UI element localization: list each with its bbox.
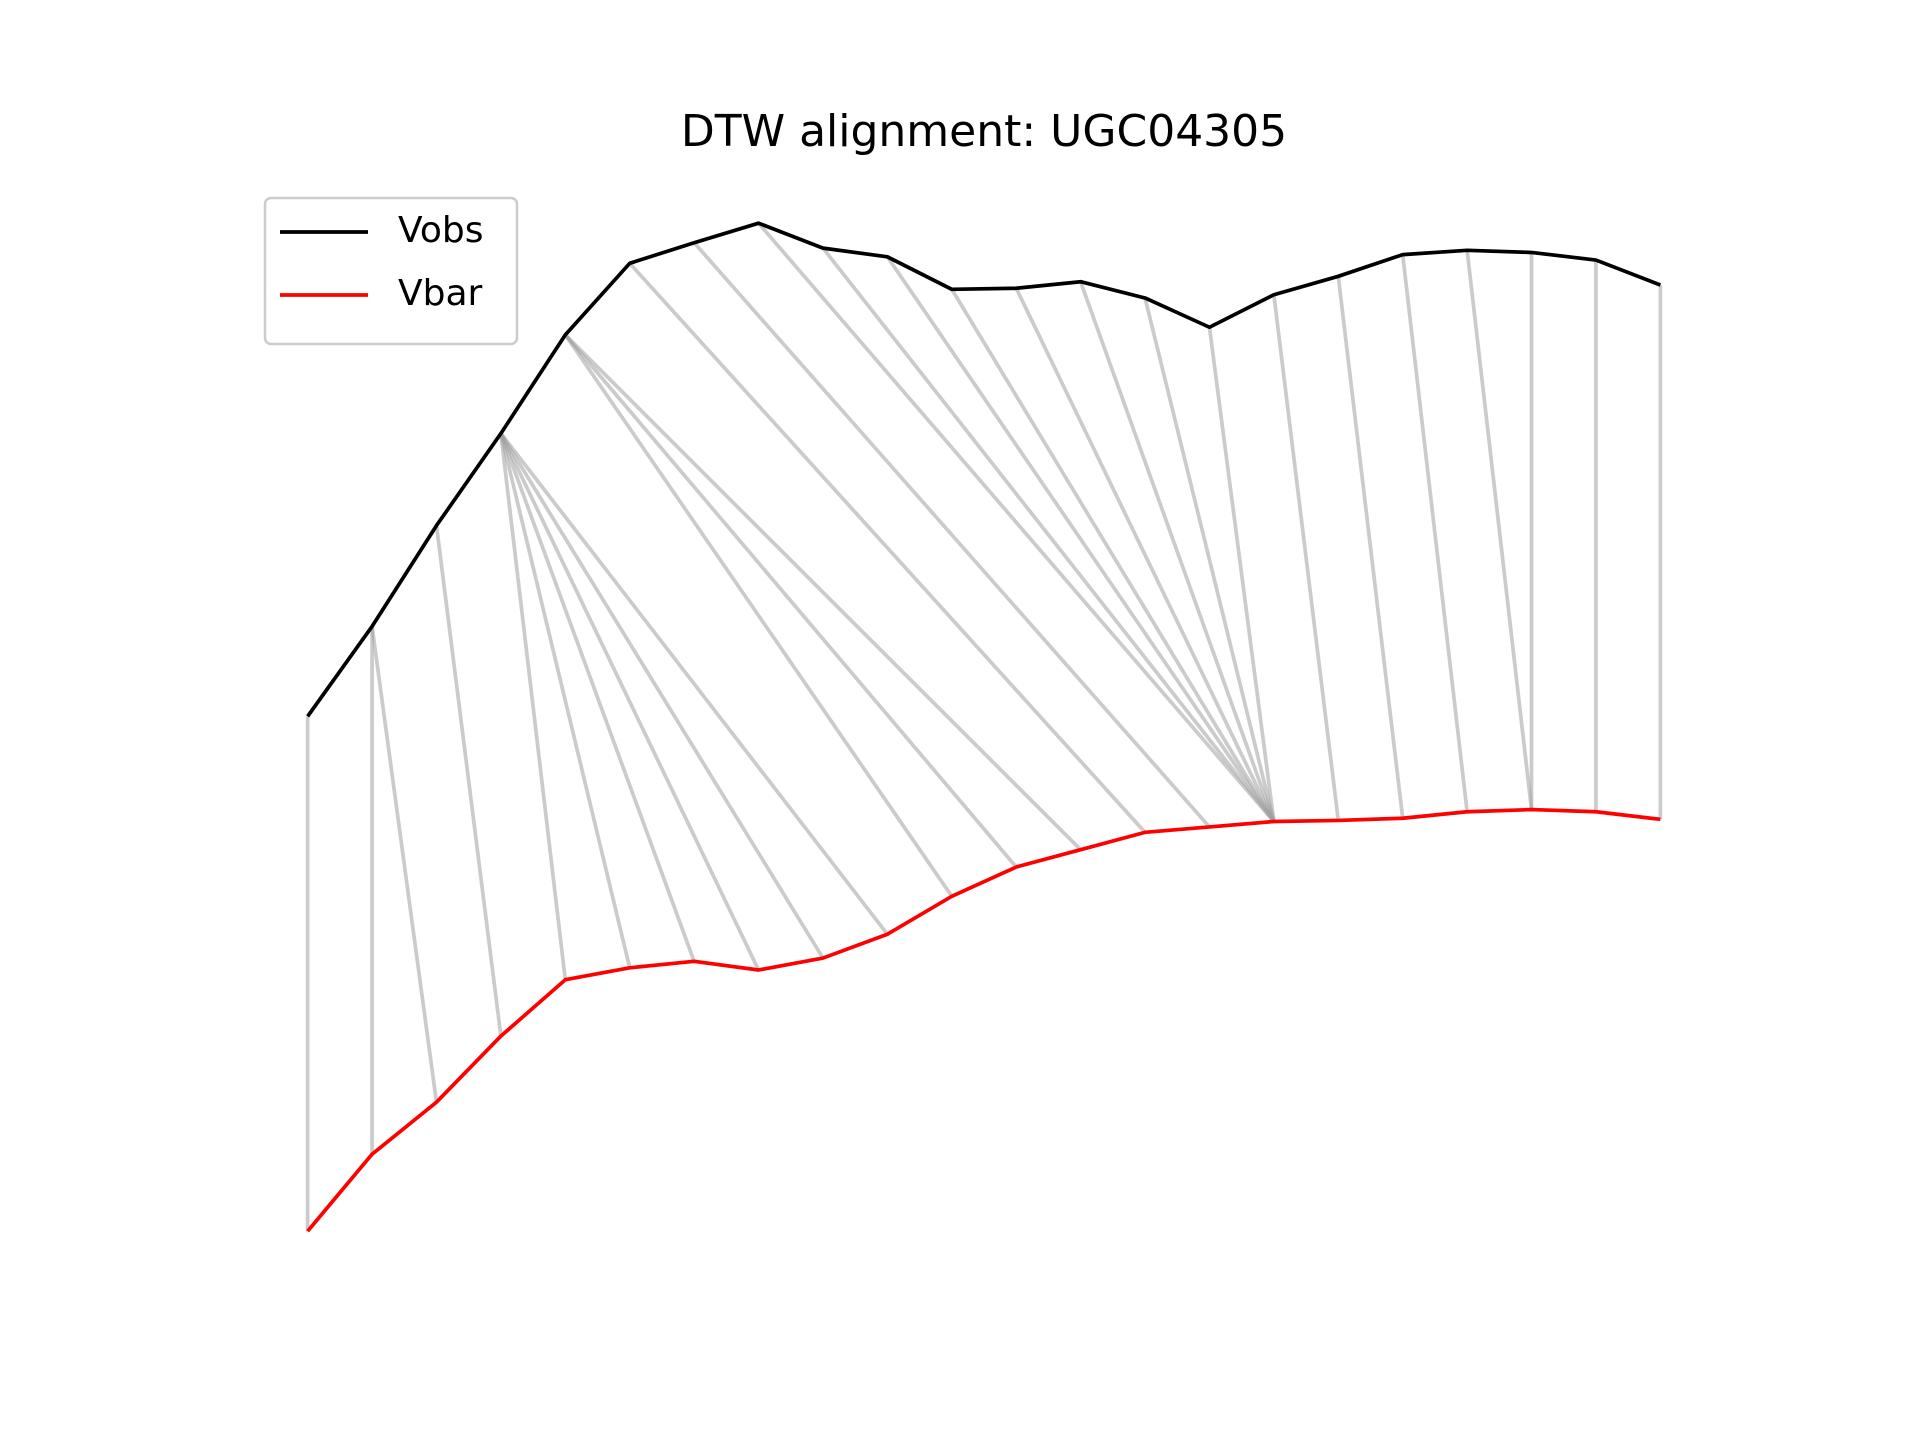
alignment-line xyxy=(1400,254,1469,812)
alignment-line xyxy=(757,221,1276,823)
chart-title: DTW alignment: UGC04305 xyxy=(681,106,1287,157)
alignment-line xyxy=(885,255,1276,823)
series-line xyxy=(306,221,1662,718)
alignment-line xyxy=(692,241,1211,829)
alignment-line xyxy=(370,626,439,1103)
alignment-line xyxy=(434,525,503,1037)
alignment-line xyxy=(563,333,1082,851)
alignment-line xyxy=(563,333,1018,869)
alignment-line xyxy=(1014,287,1276,823)
alignment-line xyxy=(499,432,825,960)
alignment-line xyxy=(1078,281,1276,823)
alignment-line xyxy=(1143,297,1276,822)
legend: Vobs Vbar xyxy=(263,196,519,346)
alignment-line xyxy=(563,333,954,898)
alignment-line xyxy=(628,262,1147,834)
alignment-line xyxy=(499,433,632,969)
alignment-line xyxy=(1207,327,1276,822)
alignment-line xyxy=(1336,276,1405,819)
alignment-line xyxy=(499,432,889,936)
series-line xyxy=(306,807,1661,1233)
alignment-line xyxy=(821,246,1276,823)
alignment-line xyxy=(950,288,1276,823)
alignment-line xyxy=(499,432,761,971)
legend-box xyxy=(263,196,519,346)
alignment-line xyxy=(499,433,568,980)
alignment-line xyxy=(499,432,696,962)
alignment-line xyxy=(1465,250,1534,810)
legend-label: Vobs xyxy=(398,210,483,251)
legend-label: Vbar xyxy=(398,273,483,314)
alignment-line xyxy=(1272,294,1341,821)
